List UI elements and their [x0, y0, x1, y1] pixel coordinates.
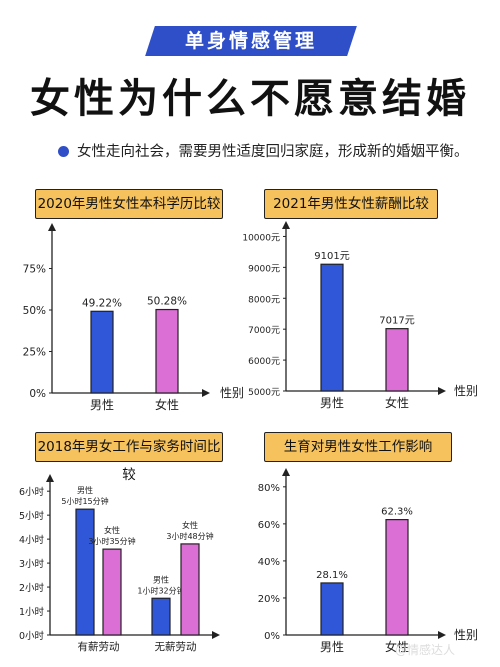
chart4-ytick-label: 80%: [258, 483, 280, 494]
bullet-icon: [58, 146, 69, 157]
chart3-ytick-label: 6小时: [19, 486, 45, 498]
chart2-title: 2021年男性女性薪酬比较: [264, 189, 438, 219]
chart3-title: 2018年男女工作与家务时间比较: [35, 432, 223, 483]
chart4-ytick-label: 60%: [258, 520, 280, 531]
chart3-bar: [75, 508, 95, 636]
chart2-y-arrow-icon: [282, 221, 290, 229]
page-title: 女性为什么不愿意结婚: [30, 76, 470, 122]
chart1-x-arrow-icon: [202, 389, 210, 397]
intro-text: 女性走向社会，需要男性适度回归家庭，形成新的婚姻平衡。: [58, 140, 469, 161]
chart4-ytick-label: 40%: [258, 557, 280, 568]
chart4-title: 生育对男性女性工作影响: [264, 432, 452, 462]
chart3-category-label: 有薪劳动: [78, 640, 120, 653]
chart3-y-arrow-icon: [46, 474, 54, 482]
chart1-bar: [90, 310, 114, 394]
chart1-ytick-label: 0%: [29, 388, 46, 400]
chart4-category-label: 男性: [320, 640, 344, 654]
chart4-category-label: 女性: [385, 639, 409, 654]
chart1-value-label: 49.22%: [82, 297, 122, 309]
chart4-bar: [385, 519, 409, 636]
chart3-category-label: 无薪劳动: [155, 640, 197, 653]
chart1-category-label: 男性: [90, 398, 114, 412]
chart2-bar: [385, 328, 409, 392]
chart4-value-label: 62.3%: [381, 507, 413, 518]
chart3-bar: [180, 543, 200, 636]
chart3-bar: [102, 548, 122, 636]
chart3-series-label: 女性: [104, 525, 120, 535]
chart2-category-label: 女性: [385, 395, 409, 410]
chart2-ytick-label: 7000元: [248, 326, 280, 336]
chart2-ytick-label: 8000元: [248, 295, 280, 305]
chart3-series-label: 男性: [153, 574, 169, 584]
watermark: @情感达人: [395, 643, 456, 657]
chart2-ytick-label: 9000元: [248, 264, 280, 274]
chart2-ytick-label: 10000元: [242, 233, 280, 243]
chart1-ytick-label: 25%: [23, 347, 46, 359]
chart3-ytick-label: 0小时: [19, 630, 45, 642]
chart3-ytick-label: 4小时: [19, 534, 45, 546]
chart2-x-axis-label: 性别: [454, 384, 478, 398]
chart2-bar: [320, 263, 344, 392]
chart4-x-arrow-icon: [438, 631, 446, 639]
chart1-x-axis-label: 性别: [220, 386, 244, 400]
chart4-y-arrow-icon: [282, 468, 290, 476]
chart3-x-arrow-icon: [212, 631, 220, 639]
chart1-title: 2020年男性女性本科学历比较: [35, 189, 223, 219]
chart2-ytick-label: 6000元: [248, 357, 280, 367]
chart4-ytick-label: 20%: [258, 594, 280, 605]
chart3-ytick-label: 3小时: [19, 558, 45, 570]
chart-degree-comparison: 0% 25% 50% 75% 49.22% 男性 50.28% 女性 性别: [23, 223, 244, 412]
chart4-bar: [320, 582, 344, 636]
chart3-ytick-label: 2小时: [19, 582, 45, 594]
chart1-y-arrow-icon: [48, 223, 56, 231]
chart3-bar: [151, 597, 171, 636]
chart2-x-arrow-icon: [438, 387, 446, 395]
header-badge: 单身情感管理: [184, 30, 317, 52]
chart3-ytick-label: 1小时: [19, 606, 45, 618]
chart1-bar: [155, 308, 179, 394]
chart2-value-label: 7017元: [379, 316, 414, 327]
chart1-ytick-label: 50%: [23, 305, 46, 317]
chart1-value-label: 50.28%: [147, 296, 187, 308]
intro-label: 女性走向社会，需要男性适度回归家庭，形成新的婚姻平衡。: [77, 144, 469, 160]
chart4-ytick-label: 0%: [264, 631, 280, 642]
chart3-value-label: 1小时32分钟: [137, 585, 184, 595]
chart3-series-label: 男性: [77, 485, 93, 495]
chart1-ytick-label: 75%: [23, 264, 46, 276]
chart3-value-label: 3小时35分钟: [88, 536, 135, 546]
chart3-value-label: 3小时48分钟: [166, 531, 213, 541]
chart4-value-label: 28.1%: [316, 570, 348, 581]
chart3-series-label: 女性: [182, 520, 198, 530]
chart3-value-label: 5小时15分钟: [61, 496, 108, 506]
chart1-category-label: 女性: [155, 397, 179, 412]
chart2-value-label: 9101元: [314, 251, 349, 262]
chart2-category-label: 男性: [320, 396, 344, 410]
chart4-x-axis-label: 性别: [454, 628, 478, 642]
chart3-ytick-label: 5小时: [19, 510, 45, 522]
chart2-ytick-label: 5000元: [248, 388, 280, 398]
chart-childbirth-impact: 0% 20% 40% 60% 80% 28.1% 男性 62.3% 女性 性别: [258, 468, 478, 654]
